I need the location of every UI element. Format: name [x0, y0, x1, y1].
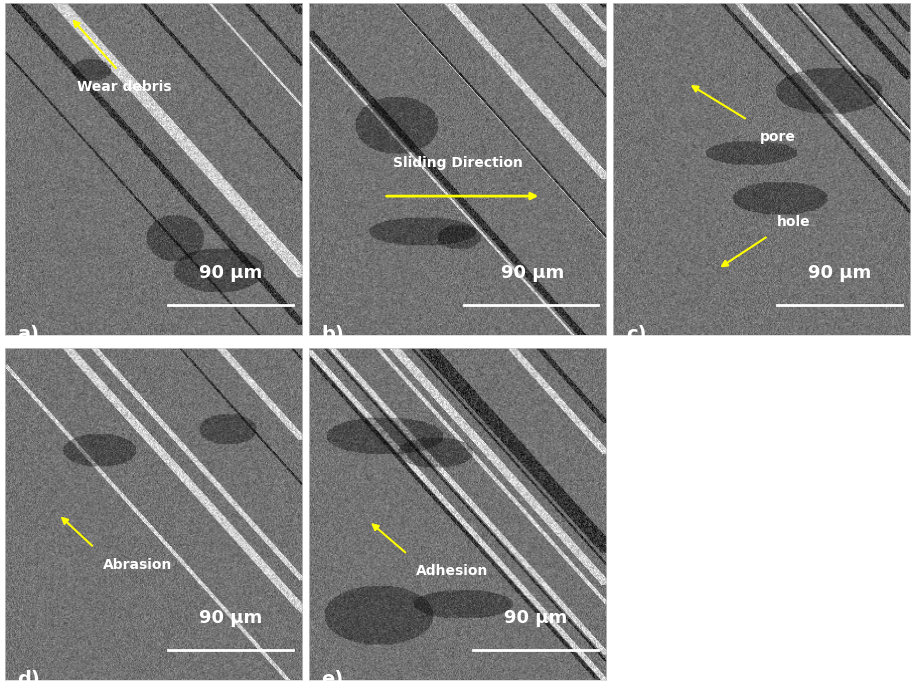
Text: d): d)	[17, 670, 39, 683]
Text: b): b)	[321, 325, 344, 344]
Text: 90 μm: 90 μm	[503, 609, 567, 627]
Text: pore: pore	[759, 130, 795, 144]
Text: c): c)	[626, 325, 646, 344]
Text: a): a)	[17, 325, 39, 344]
Text: e): e)	[321, 670, 344, 683]
Text: 90 μm: 90 μm	[808, 264, 871, 282]
Text: Sliding Direction: Sliding Direction	[393, 156, 523, 169]
Text: Abrasion: Abrasion	[103, 557, 173, 572]
Text: 90 μm: 90 μm	[501, 264, 564, 282]
Text: 90 μm: 90 μm	[199, 264, 263, 282]
Text: Adhesion: Adhesion	[416, 564, 489, 579]
Text: 90 μm: 90 μm	[199, 609, 263, 627]
Text: Wear debris: Wear debris	[77, 80, 171, 94]
Text: hole: hole	[777, 215, 811, 229]
